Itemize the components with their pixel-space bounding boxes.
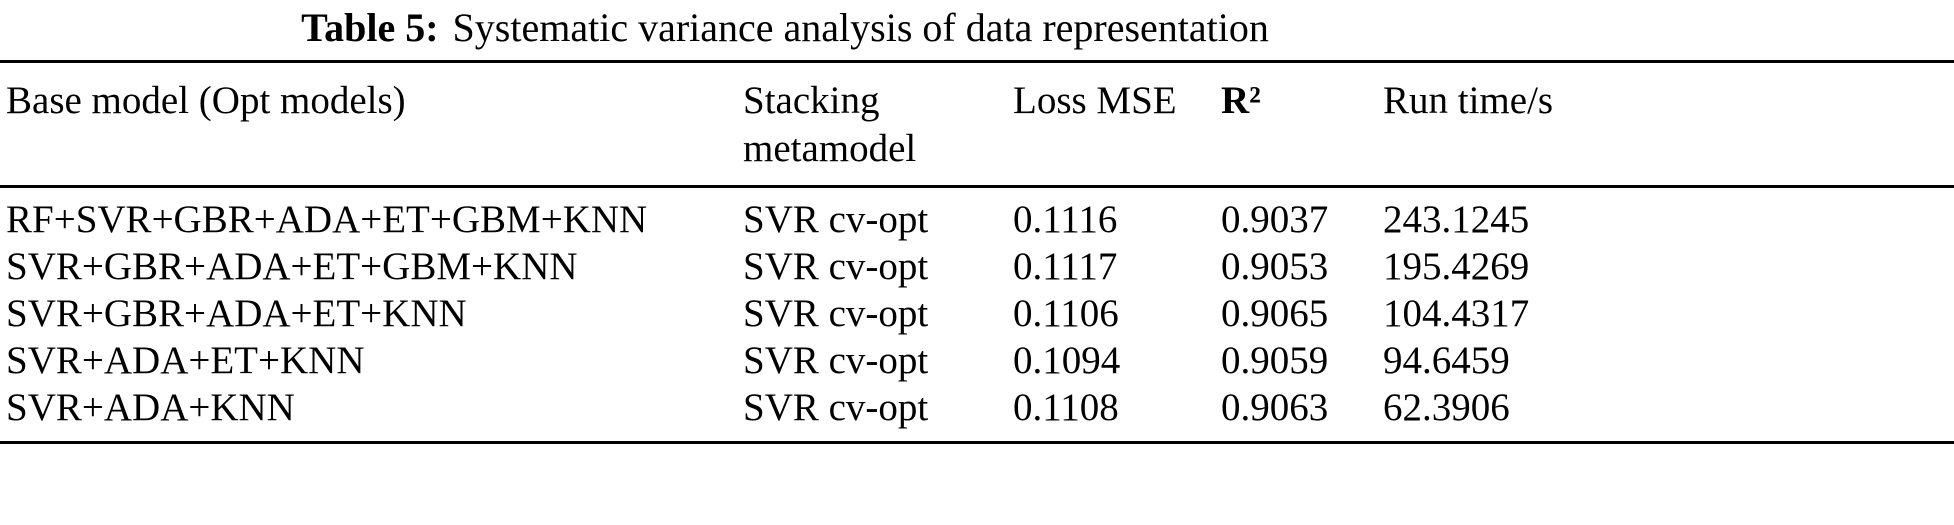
- table-header-row: Base model (Opt models) Stacking metamod…: [0, 63, 1954, 188]
- cell-r2: 0.9065: [1221, 292, 1329, 335]
- cell-loss-mse: 0.1117: [1013, 245, 1118, 288]
- cell-run-time: 104.4317: [1383, 292, 1530, 335]
- column-header-stacking-metamodel: Stacking metamodel: [743, 79, 917, 170]
- table-body: RF+SVR+GBR+ADA+ET+GBM+KNN SVR cv-opt 0.1…: [0, 188, 1954, 444]
- cell-run-time: 195.4269: [1383, 245, 1530, 288]
- cell-run-time: 62.3906: [1383, 386, 1510, 429]
- column-header-base-model: Base model (Opt models): [6, 79, 406, 122]
- column-header-loss-mse: Loss MSE: [1013, 79, 1177, 122]
- cell-stacking-metamodel: SVR cv-opt: [743, 339, 929, 382]
- cell-base-model: SVR+GBR+ADA+ET+GBM+KNN: [6, 245, 578, 288]
- cell-base-model: RF+SVR+GBR+ADA+ET+GBM+KNN: [6, 198, 648, 241]
- table-caption-text: Systematic variance analysis of data rep…: [452, 5, 1269, 50]
- cell-base-model: SVR+GBR+ADA+ET+KNN: [6, 292, 467, 335]
- cell-loss-mse: 0.1108: [1013, 386, 1119, 429]
- table-row: SVR+ADA+ET+KNN SVR cv-opt 0.1094 0.9059 …: [0, 337, 1954, 384]
- cell-loss-mse: 0.1106: [1013, 292, 1119, 335]
- table-caption-label: Table 5:: [301, 5, 439, 50]
- cell-r2: 0.9059: [1221, 339, 1329, 382]
- cell-r2: 0.9053: [1221, 245, 1329, 288]
- cell-base-model: SVR+ADA+ET+KNN: [6, 339, 365, 382]
- table-row: SVR+GBR+ADA+ET+GBM+KNN SVR cv-opt 0.1117…: [0, 243, 1954, 290]
- column-header-run-time: Run time/s: [1383, 79, 1554, 122]
- cell-stacking-metamodel: SVR cv-opt: [743, 292, 929, 335]
- cell-loss-mse: 0.1116: [1013, 198, 1118, 241]
- table-caption: Table 5: Systematic variance analysis of …: [0, 0, 1570, 50]
- table-row: SVR+ADA+KNN SVR cv-opt 0.1108 0.9063 62.…: [0, 384, 1954, 431]
- cell-loss-mse: 0.1094: [1013, 339, 1121, 382]
- cell-r2: 0.9063: [1221, 386, 1329, 429]
- cell-base-model: SVR+ADA+KNN: [6, 386, 295, 429]
- cell-stacking-metamodel: SVR cv-opt: [743, 386, 929, 429]
- cell-run-time: 243.1245: [1383, 198, 1530, 241]
- results-table: Base model (Opt models) Stacking metamod…: [0, 60, 1954, 444]
- cell-run-time: 94.6459: [1383, 339, 1510, 382]
- table-row: RF+SVR+GBR+ADA+ET+GBM+KNN SVR cv-opt 0.1…: [0, 196, 1954, 243]
- cell-stacking-metamodel: SVR cv-opt: [743, 245, 929, 288]
- table-row: SVR+GBR+ADA+ET+KNN SVR cv-opt 0.1106 0.9…: [0, 290, 1954, 337]
- cell-stacking-metamodel: SVR cv-opt: [743, 198, 929, 241]
- cell-r2: 0.9037: [1221, 198, 1329, 241]
- column-header-r2: R²: [1221, 79, 1261, 122]
